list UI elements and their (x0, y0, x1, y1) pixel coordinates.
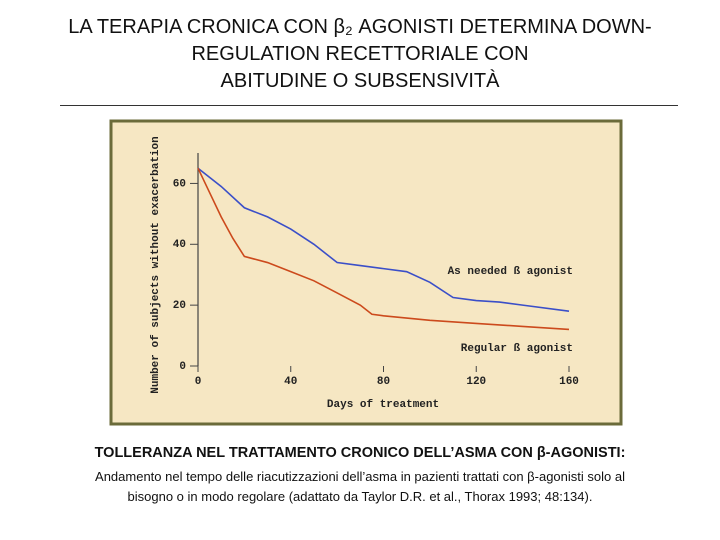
title-line: ABITUDINE O SUBSENSIVITÀ (220, 70, 500, 92)
title-line: LA TERAPIA CRONICA CON β₂ AGONISTI DETER… (68, 16, 652, 38)
plot-frame (109, 119, 623, 426)
title-rule (60, 105, 678, 106)
y-tick-label: 40 (173, 239, 186, 251)
title-line: REGULATION RECETTORIALE CON (191, 43, 529, 65)
x-tick-label: 160 (559, 376, 579, 388)
x-tick-label: 40 (284, 376, 297, 388)
caption-line: bisogno o in modo regolare (adattato da … (127, 489, 593, 504)
slide-title: LA TERAPIA CRONICA CON β₂ AGONISTI DETER… (0, 14, 720, 95)
x-tick-label: 120 (466, 376, 486, 388)
y-tick-label: 0 (179, 361, 186, 373)
x-axis-title: Days of treatment (327, 399, 439, 411)
y-tick-label: 20 (173, 300, 186, 312)
caption-line: Andamento nel tempo delle riacutizzazion… (95, 469, 625, 484)
x-tick-label: 80 (377, 376, 390, 388)
series-line (197, 167, 570, 331)
series-line (197, 167, 570, 313)
x-tick-label: 0 (195, 376, 202, 388)
y-axis-title: Number of subjects without exacerbation (150, 136, 162, 393)
series-label: Regular ß agonist (461, 343, 573, 355)
caption-heading: TOLLERANZA NEL TRATTAMENTO CRONICO DELL’… (94, 445, 626, 461)
y-tick-label: 60 (173, 178, 186, 190)
caption: Andamento nel tempo delle riacutizzazion… (0, 467, 720, 507)
series-label: As needed ß agonist (448, 266, 573, 278)
